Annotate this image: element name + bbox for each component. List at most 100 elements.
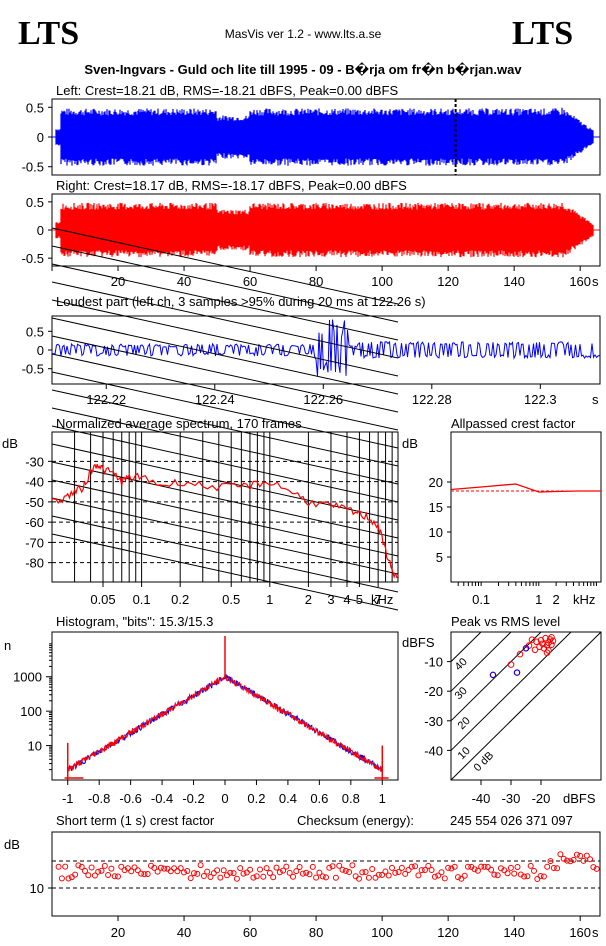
peakrms-ytick-label: -30 (424, 714, 443, 729)
spectrum-slope-line (51, 353, 399, 431)
short-crest-point (359, 869, 366, 876)
short-crest-point (488, 866, 495, 873)
short-crest-point (316, 869, 323, 876)
short-crest-point (154, 868, 161, 875)
short-crest-point (276, 869, 283, 876)
short-crest-point (105, 872, 112, 878)
histogram-xtick-label: -0.6 (119, 791, 141, 806)
loudest-ytick-label: 0 (37, 343, 44, 358)
short-crest-point (474, 867, 481, 874)
spectrum-slope-line (51, 317, 399, 395)
loudest-part-title: Loudest part (left ch, 3 samples >95% du… (56, 294, 426, 309)
short-crest-point (445, 864, 452, 871)
short-crest-point (144, 871, 151, 877)
short-crest-point (151, 864, 158, 871)
short-crest-point (260, 873, 267, 880)
short-crest-point (392, 869, 399, 876)
short-crest-point (323, 874, 329, 881)
short-crest-point (494, 872, 501, 879)
allpass-ytick-label: 5 (436, 550, 443, 565)
short-crest-point (273, 864, 280, 871)
short-crest-point (577, 852, 584, 859)
short-crest-xtick-label: 120 (437, 925, 459, 940)
short-crest-point (184, 868, 191, 874)
checksum-label: Checksum (energy): (297, 813, 414, 828)
short-crest-point (547, 858, 554, 865)
short-crest-point (101, 862, 108, 869)
histogram-ylabel: n (4, 638, 11, 653)
short-crest-point (167, 868, 174, 875)
right-channel-title: Right: Crest=18.17 dB, RMS=-18.17 dBFS, … (56, 178, 407, 193)
short-crest-point (88, 864, 95, 871)
histogram-xtick-label: -1 (62, 791, 74, 806)
short-crest-xtick-label: 20 (111, 925, 125, 940)
right-xtick-label: 160 (569, 274, 591, 289)
histogram-xtick-label: 0.8 (342, 791, 360, 806)
peakrms-crest-label: 40 (453, 656, 470, 673)
short-crest-xtick-label: 140 (503, 925, 525, 940)
peakrms-ylabel: dBFS (402, 635, 435, 650)
spectrum-ylabel: dB (2, 436, 18, 451)
short-crest-point (441, 875, 448, 882)
spectrum-slope-line (51, 443, 399, 521)
short-crest-point (233, 875, 240, 882)
short-crest-point (412, 863, 419, 870)
short-crest-point (379, 871, 386, 878)
spectrum-slope-line (51, 335, 399, 413)
right-xtick-label: 60 (243, 274, 257, 289)
short-crest-point (240, 870, 247, 877)
short-crest-point (78, 863, 85, 870)
spectrum-slope-line (51, 515, 399, 593)
spectrum-xtick-label: 0.1 (133, 592, 151, 607)
spectrum-slope-line (51, 227, 399, 305)
allpass-ytick-label: 15 (429, 500, 443, 515)
peakrms-point (531, 646, 539, 654)
short-crest-point (448, 865, 455, 872)
right-channel-ytick-label: -0.5 (22, 251, 44, 266)
spectrum-xtick-label: 0.05 (90, 592, 115, 607)
short-crest-point (557, 851, 564, 858)
short-crest-point (194, 870, 201, 877)
short-crest-point (247, 866, 254, 873)
short-crest-point (385, 872, 392, 879)
short-crest-point (501, 867, 508, 874)
short-crest-point (243, 869, 250, 876)
short-crest-point (573, 851, 580, 858)
short-crest-point (527, 862, 534, 869)
short-crest-point (253, 873, 260, 880)
right-xtick-label: 20 (111, 274, 125, 289)
histogram-xtick-label: 1 (379, 791, 386, 806)
short-crest-point (326, 864, 333, 871)
short-crest-point (257, 866, 263, 873)
spectrum-xtick-label: 2 (305, 592, 312, 607)
short-crest-point (593, 865, 600, 872)
peakrms-crest-line (451, 632, 482, 662)
spectrum-xtick-label: 0.5 (222, 592, 240, 607)
peakrms-crest-line (451, 632, 572, 751)
short-crest-xtick-label: 160 (569, 925, 591, 940)
short-crest-point (415, 872, 422, 879)
spectrum-xtick-label: 3 (327, 592, 334, 607)
short-crest-point (217, 874, 224, 881)
histogram-xtick-label: -0.2 (182, 791, 204, 806)
short-crest-point (124, 865, 131, 872)
loudest-frame (51, 315, 601, 385)
short-crest-point (303, 869, 310, 876)
peakrms-point (548, 634, 555, 641)
short-crest-point (349, 862, 356, 869)
histogram-xtick-label: -0.4 (151, 791, 173, 806)
short-crest-point (590, 864, 597, 871)
checksum-value: 245 554 026 371 097 (450, 813, 573, 828)
short-crest-point (339, 866, 346, 873)
spectrum-xtick-label: 7 (375, 592, 382, 607)
short-crest-point (537, 873, 544, 879)
short-crest-xtick-label: 100 (371, 925, 393, 940)
loudest-xtick-label: 122.26 (303, 392, 343, 407)
short-crest-point (554, 865, 561, 872)
short-crest-point (128, 868, 135, 875)
peakrms-crest-label: 10 (456, 745, 473, 762)
short-crest-point (171, 865, 178, 872)
spectrum-ytick-label: -60 (25, 515, 44, 530)
spectrum-slope-line (51, 245, 399, 323)
spectrum-ytick-label: -30 (25, 454, 44, 469)
